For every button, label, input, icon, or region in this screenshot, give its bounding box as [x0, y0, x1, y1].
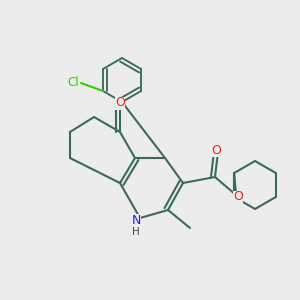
Text: O: O [233, 190, 243, 203]
Text: O: O [115, 97, 125, 110]
Text: H: H [132, 227, 140, 237]
Text: N: N [131, 214, 141, 226]
Text: Cl: Cl [67, 76, 79, 89]
Text: O: O [211, 143, 221, 157]
